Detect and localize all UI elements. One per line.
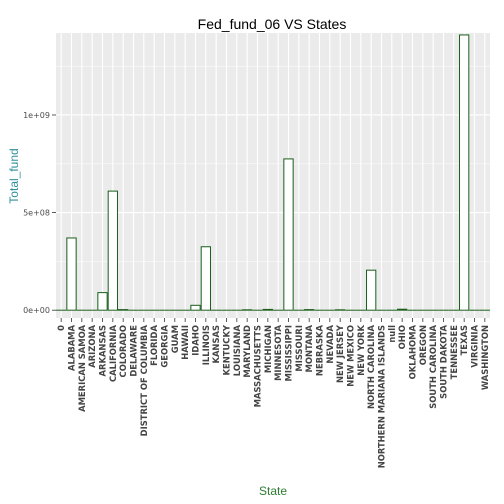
bar: [200, 246, 211, 311]
y-axis: 0e+00 5e+08 1e+09: [23, 111, 56, 315]
x-tick-label: TENNESSEE: [449, 325, 459, 380]
x-tick-label: OHIO: [397, 325, 407, 349]
bar: [118, 309, 129, 311]
bar: [397, 308, 408, 311]
x-tick-label: KANSAS: [211, 325, 221, 364]
x-tick-label: NEW MEXICO: [346, 325, 356, 387]
x-tick-label: DISTRICT OF COLUMBIA: [139, 324, 149, 436]
bar: [107, 190, 118, 311]
x-tick-label: ARIZONA: [87, 324, 97, 367]
x-tick-label: OKLAHOMA: [408, 324, 418, 379]
x-tick-label: NORTHERN MARIANA ISLANDS: [377, 325, 387, 468]
bar: [97, 292, 108, 311]
x-tick-label: SOUTH CAROLINA: [428, 324, 438, 408]
x-tick-label: SOUTH DAKOTA: [439, 324, 449, 398]
x-tick-label: CALIFORNIA: [108, 324, 118, 381]
plot-panel: [56, 33, 490, 318]
x-tick-label: NEVADA: [325, 324, 335, 363]
x-tick-label: ARKANSAS: [98, 325, 108, 376]
x-tick-label: NEW JERSEY: [335, 324, 345, 383]
grid-lines: [56, 33, 490, 318]
x-tick-label: MISSISSIPPI: [284, 325, 294, 381]
x-tick-label: ILLINOIS: [201, 325, 211, 365]
chart-title: Fed_fund_06 VS States: [198, 16, 347, 32]
x-tick-label: GUAM: [170, 325, 180, 353]
x-tick-label: MINNESOTA: [273, 324, 283, 380]
x-tick-label: NEBRASKA: [315, 324, 325, 376]
x-tick-label: MASSACHUSETTS: [253, 325, 263, 407]
bar: [304, 309, 315, 311]
x-tick-label: COLORADO: [118, 325, 128, 377]
bar: [262, 308, 273, 311]
x-tick-label: GEORGIA: [160, 324, 170, 367]
x-tick-label: AMERICAN SAMOA: [77, 324, 87, 411]
x-tick-label: null: [387, 325, 397, 343]
bar: [190, 304, 201, 311]
x-tick-label: NEW YORK: [356, 325, 366, 376]
x-tick-label: IDAHO: [191, 325, 201, 356]
x-axis: 0 ALABAMA AMERICAN SAMOA ARIZONA ARKANSAS CAL…: [56, 318, 490, 468]
x-tick-label: MISSOURI: [294, 325, 304, 372]
x-tick-label: DELAWARE: [129, 325, 139, 377]
y-tick-label: 5e+08: [23, 209, 50, 218]
x-tick-label: VIRGINIA: [470, 324, 480, 367]
x-tick-label: ALABAMA: [67, 324, 77, 370]
x-tick-label: TEXAS: [459, 325, 469, 355]
x-tick-label: NORTH CAROLINA: [366, 324, 376, 408]
bars: [56, 34, 490, 311]
x-tick-label: MICHIGAN: [263, 325, 273, 373]
x-tick-label: MONTANA: [304, 324, 314, 372]
x-tick-label: LOUISIANA: [232, 324, 242, 376]
bar: [366, 269, 377, 311]
bar: [459, 34, 470, 311]
bar: [66, 237, 77, 311]
y-axis-title: Total_fund: [7, 148, 21, 203]
x-axis-title: State: [259, 484, 287, 498]
y-tick-label: 0e+00: [23, 306, 50, 315]
y-tick-label: 1e+09: [23, 111, 50, 120]
x-tick-label: FLORIDA: [149, 324, 159, 365]
x-tick-label: 0: [56, 325, 66, 331]
bar: [283, 158, 294, 311]
x-tick-label: MARYLAND: [242, 325, 252, 378]
x-tick-label: KENTUCKY: [222, 324, 232, 375]
x-tick-label: OREGON: [418, 325, 428, 365]
x-tick-label: WASHINGTON: [480, 325, 490, 390]
x-tick-label: HAWAII: [180, 325, 190, 360]
